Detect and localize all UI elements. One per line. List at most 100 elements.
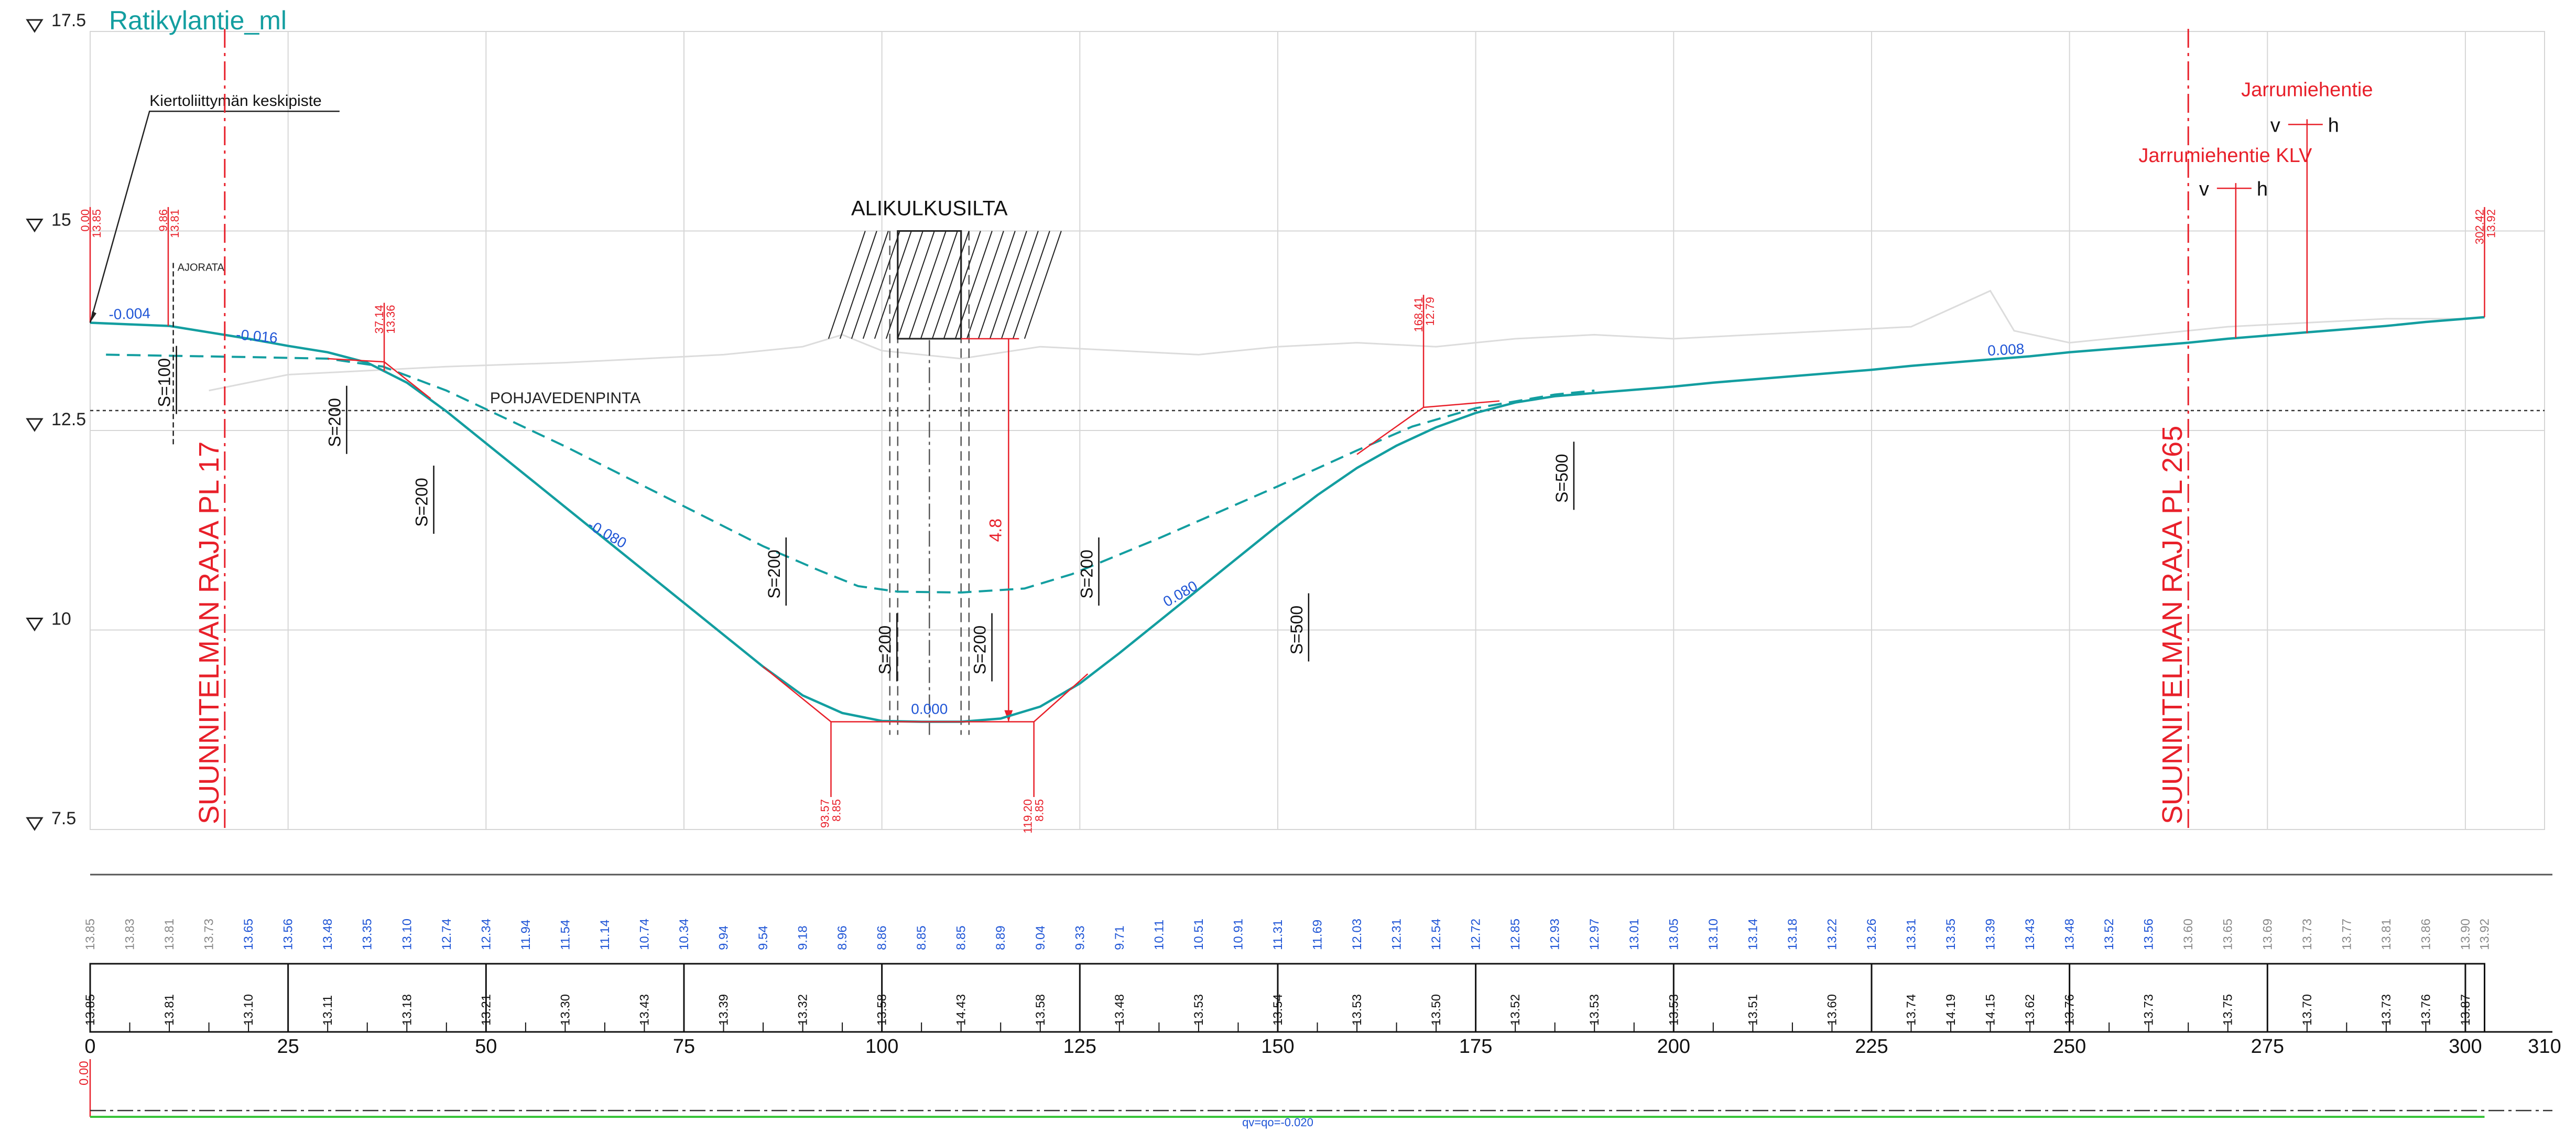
low-point-station: 93.57: [819, 799, 832, 828]
band-design-value: 13.81: [162, 919, 177, 950]
leader-line: [89, 110, 340, 323]
hatch-line: [1001, 231, 1039, 339]
band-ground-value: 13.54: [1271, 994, 1285, 1026]
chainage-label: 0: [84, 1036, 95, 1058]
level-triangle-icon: [26, 418, 44, 432]
station-value: 0.00: [79, 209, 92, 232]
band-ground-value: 13.76: [2063, 994, 2077, 1026]
grade-label: -0.016: [235, 326, 278, 346]
station-elevation: 13.85: [90, 209, 103, 238]
station-value: 9.86: [157, 209, 170, 232]
band-ground-value: 13.52: [1508, 994, 1523, 1026]
tangent-line: [384, 361, 431, 400]
crossing-v: v: [2199, 178, 2209, 200]
band-ground-value: 13.32: [796, 994, 810, 1026]
band-design-value: 13.35: [1944, 919, 1958, 950]
band-design-value: 10.11: [1152, 920, 1166, 950]
band-design-value: 13.73: [202, 919, 216, 950]
chainage-label: 225: [1855, 1036, 1888, 1058]
band-design-value: 13.35: [361, 919, 375, 950]
band-ground-value: 13.85: [83, 994, 97, 1026]
bridge-outline: [897, 230, 962, 340]
hatch-line: [839, 231, 877, 339]
leader-arrow-icon: [90, 311, 96, 323]
band-ground-value: 13.73: [2379, 994, 2394, 1026]
tangent-line: [1356, 406, 1424, 455]
crossing-h: h: [2328, 114, 2339, 136]
curve-label: S=100: [155, 358, 174, 407]
band-design-value: 11.69: [1311, 920, 1325, 950]
band-design-value: 13.90: [2459, 919, 2473, 950]
band-design-value: 8.85: [954, 925, 969, 950]
station-elevation: 13.92: [2484, 209, 2497, 238]
band-design-value: 8.85: [915, 925, 929, 950]
crossing-v: v: [2270, 114, 2280, 136]
chainage-label: 310: [2528, 1036, 2561, 1058]
band-design-value: 11.31: [1271, 920, 1285, 950]
station-elevation: 13.36: [384, 305, 397, 333]
hatch-line: [977, 231, 1016, 339]
design-profile: [90, 316, 2485, 723]
level-triangle-icon: [26, 817, 44, 831]
chainage-label: 300: [2449, 1036, 2482, 1058]
crossing-name: Jarrumiehentie KLV: [2138, 145, 2312, 167]
bridge-label: ALIKULKUSILTA: [851, 197, 1008, 220]
crossing-name: Jarrumiehentie: [2241, 79, 2373, 101]
curve-label: S=200: [325, 398, 344, 447]
band-design-value: 13.31: [1904, 919, 1918, 950]
curve-label: S=200: [1078, 550, 1096, 598]
band-design-value: 12.31: [1390, 919, 1404, 950]
band-design-value: 13.48: [2063, 919, 2077, 950]
boundary-label: SUUNNITELMAN RAJA PL 17: [193, 441, 225, 824]
band-design-value: 13.85: [83, 919, 97, 950]
level-label: 17.5: [51, 10, 86, 30]
band-ground-value: 13.11: [321, 995, 335, 1026]
band-ground-value: 13.60: [1825, 994, 1839, 1026]
band-design-value: 11.14: [598, 920, 612, 950]
band-design-value: 13.56: [281, 919, 296, 950]
band-design-value: 12.34: [479, 919, 493, 950]
band-ground-value: 13.10: [242, 994, 256, 1026]
band-ground-value: 13.51: [1746, 994, 1760, 1026]
bridge-hatch: [828, 231, 1062, 339]
band-ground-value: 13.75: [2221, 994, 2235, 1026]
clearance-label: 4.8: [986, 519, 1005, 542]
data-band: 13.85 13.83 13.81 13.73 13.65 13.56 13.48 13.35…: [77, 874, 2561, 1129]
alternative-profile: [106, 353, 1595, 594]
band-design-value: 13.14: [1746, 919, 1760, 950]
curve-label: S=200: [875, 626, 894, 674]
existing-ground: [209, 289, 2465, 392]
band-design-value: 12.72: [1469, 919, 1483, 950]
band-design-value: 12.54: [1429, 919, 1443, 950]
profile-labels: Kiertoliittymän keskipiste-0.004-0.016-0…: [89, 29, 2373, 830]
band-design-value: 12.03: [1350, 919, 1364, 950]
band-ground-value: 13.48: [1113, 994, 1127, 1026]
band-ground-value: 13.76: [2419, 994, 2433, 1026]
hatch-line: [897, 231, 935, 339]
drawing-title: Ratikylantie_ml: [109, 6, 287, 35]
curve-label: S=200: [412, 478, 431, 526]
band-design-value: 13.56: [2142, 919, 2156, 950]
band-ground-value: 13.43: [637, 994, 651, 1026]
band-design-value: 13.05: [1667, 919, 1681, 950]
station-elevation: 13.81: [168, 209, 181, 238]
tangent-line: [1033, 673, 1089, 723]
hatch-line: [1024, 231, 1062, 339]
level-label: 7.5: [51, 809, 76, 828]
chainage-label: 150: [1261, 1036, 1294, 1058]
chainage-label: 175: [1459, 1036, 1492, 1058]
low-point-elevation: 8.85: [1033, 799, 1046, 822]
hatch-line: [828, 231, 866, 339]
band-ground-value: 13.70: [2300, 994, 2314, 1026]
level-triangle-icon: [26, 219, 44, 233]
level-triangle-icon: [26, 19, 44, 33]
band-ground-value: 13.53: [1350, 994, 1364, 1026]
band-design-value: 13.43: [2023, 919, 2037, 950]
hatch-line: [931, 231, 970, 339]
band-design-value: 12.74: [440, 919, 454, 950]
band-design-value: 13.39: [1984, 919, 1998, 950]
band-design-value: 12.93: [1548, 919, 1562, 950]
crossfall-start-value: 0.00: [77, 1061, 91, 1085]
curve-label: S=500: [1287, 606, 1306, 654]
